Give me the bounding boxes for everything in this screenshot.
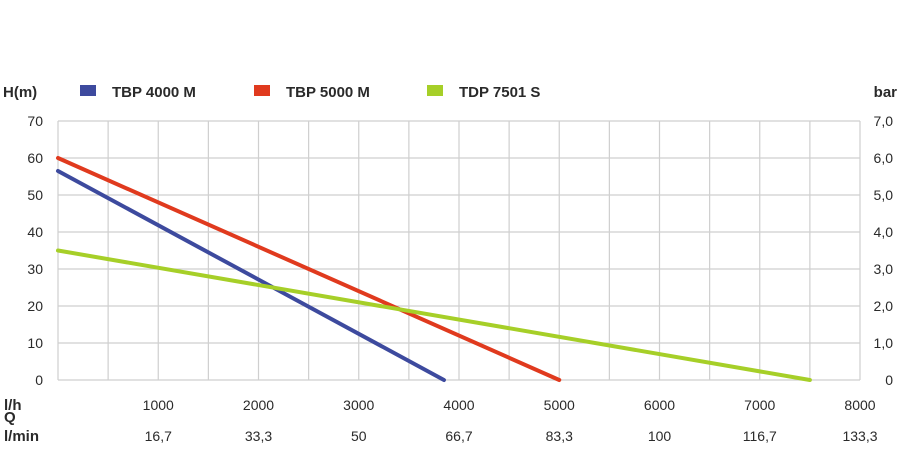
x-tick-label-lmin: 116,7 <box>743 428 777 444</box>
y-tick-label-left: 10 <box>27 335 43 351</box>
x-tick-label-lh: 6000 <box>644 397 675 413</box>
x-axis-label-lmin: l/min <box>4 428 39 445</box>
series-line-tdp-7501-s <box>56 248 812 382</box>
y-tick-label-right: 5,0 <box>874 187 894 203</box>
y-tick-label-left: 20 <box>27 298 43 314</box>
legend-label-tdp-7501-s: TDP 7501 S <box>459 84 540 101</box>
y-tick-label-left: 50 <box>27 187 43 203</box>
x-axis-label-lh: l/h <box>4 397 22 414</box>
y-axis-right-ticks: 0 1,0 2,0 3,0 4,0 5,0 6,0 7,0 <box>874 113 894 388</box>
q-label: Q <box>4 409 16 426</box>
y-tick-label-right: 7,0 <box>874 113 894 129</box>
y-tick-label-left: 60 <box>27 150 43 166</box>
x-tick-label-lmin: 83,3 <box>546 428 573 444</box>
x-tick-label-lmin: 66,7 <box>445 428 472 444</box>
y-tick-label-right: 2,0 <box>874 298 894 314</box>
y-tick-label-left: 70 <box>27 113 43 129</box>
y-tick-label-right: 1,0 <box>874 335 894 351</box>
right-axis-label: bar <box>874 84 898 101</box>
x-tick-label-lh: 7000 <box>744 397 775 413</box>
x-tick-label-lmin: 100 <box>648 428 672 444</box>
x-tick-label-lmin: 133,3 <box>842 428 877 444</box>
series-line-tbp-5000-m <box>56 156 562 382</box>
x-tick-label-lh: 4000 <box>443 397 474 413</box>
x-tick-label-lh: 5000 <box>544 397 575 413</box>
legend-swatch-tbp-4000-m <box>80 85 96 96</box>
y-tick-label-left: 30 <box>27 261 43 277</box>
series-lines <box>56 156 812 382</box>
grid <box>57 120 861 381</box>
y-tick-label-left: 40 <box>27 224 43 240</box>
y-tick-label-left: 0 <box>35 372 43 388</box>
x-tick-label-lmin: 33,3 <box>245 428 272 444</box>
y-tick-label-right: 3,0 <box>874 261 894 277</box>
x-axis-ticks: 1000 2000 3000 4000 5000 6000 7000 8000 16,7 33,3… <box>143 397 878 444</box>
series-line-tbp-4000-m <box>56 168 446 382</box>
legend-label-tbp-5000-m: TBP 5000 M <box>286 84 370 101</box>
y-tick-label-right: 4,0 <box>874 224 894 240</box>
left-axis-label: H(m) <box>3 84 37 101</box>
x-tick-label-lh: 2000 <box>243 397 274 413</box>
x-tick-label-lmin: 16,7 <box>145 428 172 444</box>
legend-swatch-tbp-5000-m <box>254 85 270 96</box>
x-tick-label-lh: 1000 <box>143 397 174 413</box>
y-tick-label-right: 6,0 <box>874 150 894 166</box>
y-axis-left-ticks: 0 10 20 30 40 50 60 70 <box>27 113 43 388</box>
legend: TBP 4000 M TBP 5000 M TDP 7501 S <box>80 84 540 101</box>
y-tick-label-right: 0 <box>885 372 893 388</box>
legend-swatch-tdp-7501-s <box>427 85 443 96</box>
x-tick-label-lmin: 50 <box>351 428 367 444</box>
x-tick-label-lh: 3000 <box>343 397 374 413</box>
legend-label-tbp-4000-m: TBP 4000 M <box>112 84 196 101</box>
x-tick-label-lh: 8000 <box>844 397 875 413</box>
